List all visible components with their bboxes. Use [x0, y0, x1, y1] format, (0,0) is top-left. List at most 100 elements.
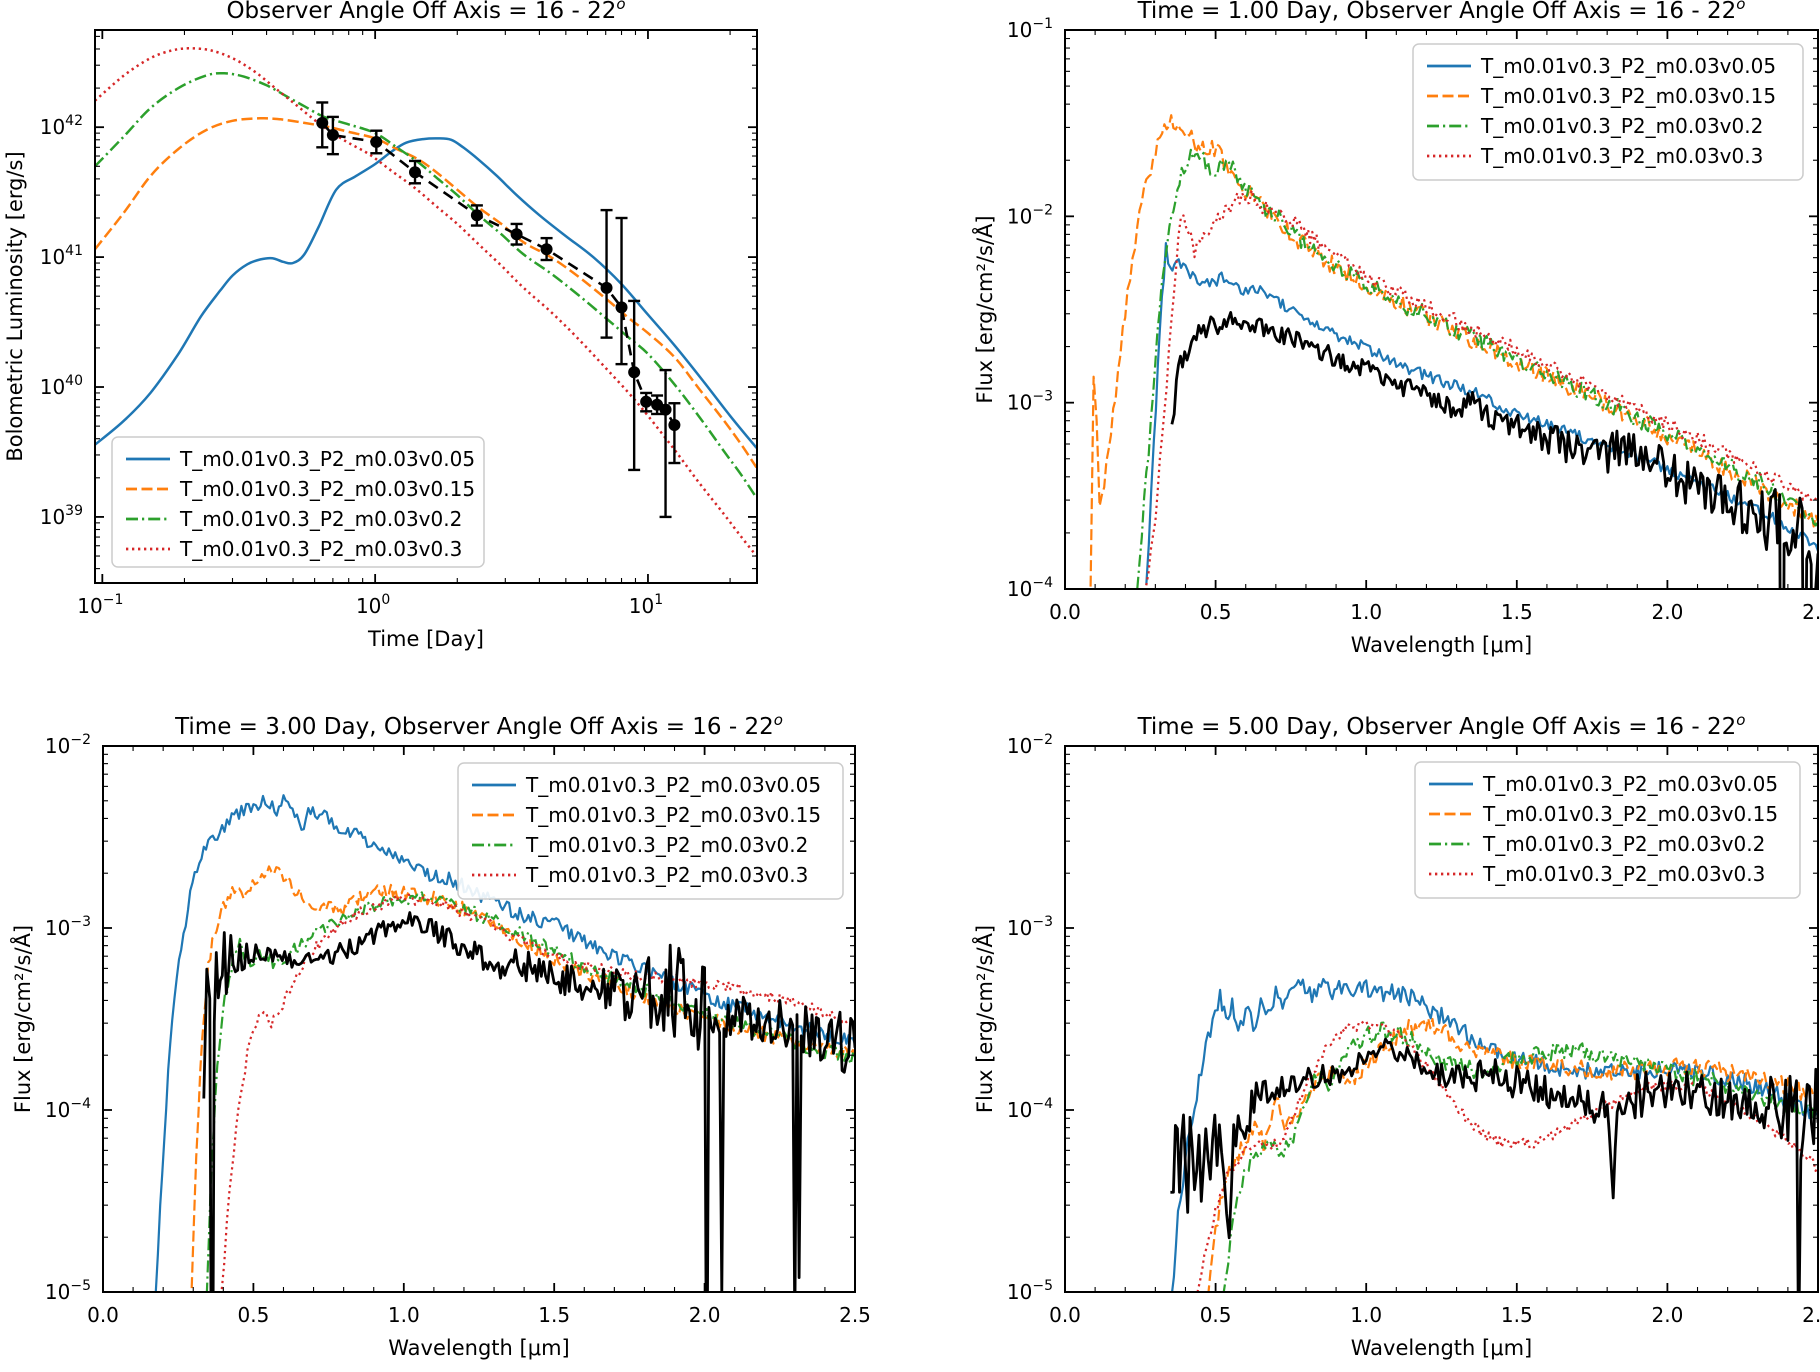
- tick-label: 100: [356, 592, 390, 618]
- tick-label: 1.0: [388, 1303, 420, 1327]
- series-curve-T_m0.01v0.3_P2_m0.03v0.05: [95, 137, 757, 449]
- tick-label: 2.0: [1651, 1303, 1683, 1327]
- legend: T_m0.01v0.3_P2_m0.03v0.05 T_m0.01v0.3_P2_…: [1412, 43, 1804, 181]
- legend-item-label: T_m0.01v0.3_P2_m0.03v0.05: [525, 773, 821, 797]
- data-point: [409, 166, 422, 179]
- panel-title: Time = 1.00 Day, Observer Angle Off Axis…: [1137, 0, 1746, 24]
- panel-title: Time = 3.00 Day, Observer Angle Off Axis…: [174, 711, 783, 740]
- tick-label: 2.0: [1651, 600, 1683, 624]
- data-point: [510, 228, 523, 241]
- tick-label: 10−4: [1007, 575, 1053, 601]
- x-axis-label: Time [Day]: [367, 627, 484, 651]
- series-curve-T_m0.01v0.3_P2_m0.03v0.15: [1089, 114, 1818, 587]
- series-curve-T_m0.01v0.3_P2_m0.03v0.15: [1207, 1017, 1818, 1292]
- tick-label: 1.0: [1350, 600, 1382, 624]
- panel-0: 10−1 100 101 1039 1040 1041 1042 Time [Day] Bolo…: [3, 0, 758, 651]
- data-point: [470, 209, 483, 222]
- legend-item-label: T_m0.01v0.3_P2_m0.03v0.2: [179, 507, 462, 531]
- legend: T_m0.01v0.3_P2_m0.03v0.05 T_m0.01v0.3_P2_…: [457, 762, 844, 900]
- panel-1: 0.0 0.5 1.0 1.5 2.0 2.5 10−4 10−3 10−2 10−1 Wavele…: [971, 0, 1820, 657]
- tick-label: 10−3: [45, 914, 91, 940]
- tick-label: 0.0: [1049, 1303, 1081, 1327]
- tick-label: 10−2: [1007, 732, 1053, 758]
- tick-labels: 10−1 100 101 1039 1040 1041 1042: [40, 113, 663, 618]
- tick-labels: 0.0 0.5 1.0 1.5 2.0 2.5 10−5 10−4 10−3 10−2: [1007, 732, 1820, 1327]
- tick-label: 10−3: [1007, 389, 1053, 415]
- legend-item-label: T_m0.01v0.3_P2_m0.03v0.05: [1482, 772, 1778, 796]
- tick-label: 1.0: [1350, 1303, 1382, 1327]
- tick-label: 1.5: [1501, 600, 1533, 624]
- series-curve-observed-spectrum: [202, 911, 855, 1292]
- tick-label: 10−4: [45, 1096, 91, 1122]
- series-curve-T_m0.01v0.3_P2_m0.03v0.05: [154, 794, 855, 1292]
- data-point: [628, 366, 641, 379]
- panel-0-plot-area: [95, 47, 757, 557]
- tick-label: 1039: [40, 503, 83, 529]
- series-curve-T_m0.01v0.3_P2_m0.03v0.2: [95, 71, 757, 499]
- series-curve-observed-spectrum: [1170, 1037, 1818, 1292]
- legend-item-label: T_m0.01v0.3_P2_m0.03v0.05: [179, 447, 475, 471]
- tick-label: 10−2: [45, 732, 91, 758]
- legend-item-label: T_m0.01v0.3_P2_m0.03v0.15: [525, 803, 821, 827]
- panel-title: Observer Angle Off Axis = 16 - 22o: [226, 0, 625, 24]
- y-axis-label: Bolometric Luminosity [erg/s]: [3, 151, 27, 461]
- tick-label: 10−4: [1007, 1096, 1053, 1122]
- legend-box: [111, 436, 485, 568]
- tick-label: 2.0: [689, 1303, 721, 1327]
- legend-box: [1412, 43, 1804, 181]
- tick-label: 1.5: [538, 1303, 570, 1327]
- tick-label: 1.5: [1501, 1303, 1533, 1327]
- legend-item-label: T_m0.01v0.3_P2_m0.03v0.15: [179, 477, 475, 501]
- lightcurve-connector: [321, 122, 676, 426]
- series-curve-T_m0.01v0.3_P2_m0.03v0.3: [95, 47, 757, 557]
- legend-item-label: T_m0.01v0.3_P2_m0.03v0.3: [525, 863, 808, 887]
- legend-item-label: T_m0.01v0.3_P2_m0.03v0.3: [179, 537, 462, 561]
- panel-2: 0.0 0.5 1.0 1.5 2.0 2.5 10−5 10−4 10−3 10−2 Wavele…: [9, 711, 871, 1360]
- legend: T_m0.01v0.3_P2_m0.03v0.05 T_m0.01v0.3_P2_…: [1414, 761, 1801, 899]
- panel-1-plot-area: [1089, 114, 1818, 589]
- data-point: [316, 116, 329, 129]
- tick-label: 2.5: [1802, 600, 1820, 624]
- tick-labels: 0.0 0.5 1.0 1.5 2.0 2.5 10−5 10−4 10−3 10−2: [45, 732, 871, 1327]
- data-point: [540, 243, 553, 256]
- data-point: [600, 281, 613, 294]
- series-curve-T_m0.01v0.3_P2_m0.03v0.2: [205, 891, 855, 1292]
- legend: T_m0.01v0.3_P2_m0.03v0.05 T_m0.01v0.3_P2_…: [111, 436, 485, 568]
- data-point: [615, 301, 628, 314]
- tick-label: 10−2: [1007, 202, 1053, 228]
- series-curve-T_m0.01v0.3_P2_m0.03v0.3: [220, 893, 855, 1290]
- axis-ticks: [95, 30, 757, 583]
- axes-frame: [1064, 745, 1819, 1293]
- axis-ticks: [102, 745, 856, 1293]
- axes-frame: [94, 29, 758, 584]
- x-axis-label: Wavelength [μm]: [388, 1336, 569, 1360]
- series-curve-T_m0.01v0.3_P2_m0.03v0.15: [190, 865, 855, 1289]
- tick-label: 2.5: [1802, 1303, 1820, 1327]
- tick-label: 0.0: [1049, 600, 1081, 624]
- tick-label: 10−3: [1007, 914, 1053, 940]
- data-point: [326, 129, 339, 142]
- legend-box: [457, 762, 844, 900]
- tick-label: 10−5: [1007, 1278, 1053, 1304]
- axes-frame: [1064, 29, 1819, 590]
- y-axis-label: Flux [erg/cm²/s/Å]: [9, 925, 35, 1113]
- legend-item-label: T_m0.01v0.3_P2_m0.03v0.2: [525, 833, 808, 857]
- tick-label: 2.5: [839, 1303, 871, 1327]
- tick-label: 0.0: [87, 1303, 119, 1327]
- x-axis-label: Wavelength [μm]: [1351, 1336, 1532, 1360]
- axes-frame: [102, 745, 856, 1293]
- tick-label: 10−5: [45, 1278, 91, 1304]
- panel-3-plot-area: [1170, 977, 1818, 1292]
- series-curve-T_m0.01v0.3_P2_m0.03v0.15: [95, 117, 757, 469]
- tick-label: 10−1: [77, 592, 123, 618]
- legend-item-label: T_m0.01v0.3_P2_m0.03v0.05: [1480, 54, 1776, 78]
- y-axis-label: Flux [erg/cm²/s/Å]: [971, 215, 997, 403]
- tick-label: 0.5: [1200, 1303, 1232, 1327]
- legend-box: [1414, 761, 1801, 899]
- axis-ticks: [1064, 29, 1819, 590]
- data-point: [668, 419, 681, 432]
- legend-item-label: T_m0.01v0.3_P2_m0.03v0.15: [1482, 802, 1778, 826]
- tick-label: 1040: [40, 373, 83, 399]
- legend-item-label: T_m0.01v0.3_P2_m0.03v0.15: [1480, 84, 1776, 108]
- legend-item-label: T_m0.01v0.3_P2_m0.03v0.3: [1480, 144, 1763, 168]
